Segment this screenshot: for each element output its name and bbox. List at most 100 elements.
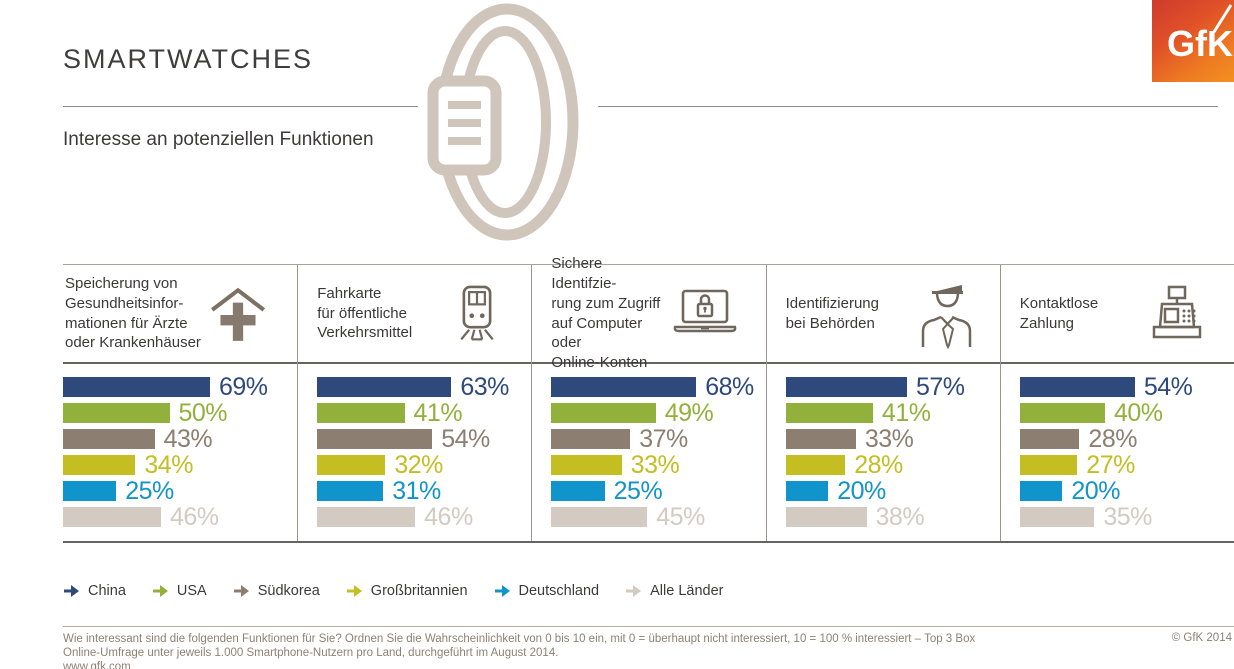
legend-item-deutschland: Deutschland	[494, 583, 599, 599]
bar-value: 28%	[854, 451, 903, 479]
bar-value: 57%	[916, 373, 965, 401]
legend-label: Südkorea	[257, 583, 320, 599]
bar-value: 49%	[664, 399, 714, 427]
bar	[1019, 377, 1135, 397]
footer-divider	[63, 626, 1234, 627]
gfk-logo: GfK	[1152, 0, 1234, 82]
bar-value: 37%	[639, 425, 688, 453]
bar	[551, 455, 622, 475]
category-label-line: Online-Konten	[551, 354, 648, 372]
bar	[785, 481, 829, 501]
category-label-line: bei Behörden	[785, 314, 875, 332]
bar-row: 41%	[785, 399, 1000, 427]
arrow-right-icon	[626, 585, 642, 597]
bar-row: 33%	[785, 425, 1000, 453]
bar-row: 20%	[785, 477, 1000, 505]
legend-label: Alle Länder	[650, 583, 724, 599]
bar	[317, 455, 386, 475]
bar-group: 69% 50% 43% 34% 25%	[63, 364, 297, 541]
bar-row: 54%	[1019, 375, 1234, 400]
bar-group: 57% 41% 33% 28% 20%	[767, 364, 1000, 541]
legend-item-usa: USA	[152, 583, 207, 599]
bar-value: 68%	[705, 373, 754, 401]
bar-row: 45%	[551, 503, 765, 531]
bar	[1019, 403, 1105, 423]
bar-value: 33%	[630, 451, 680, 479]
page-title: SMARTWATCHES	[63, 44, 314, 74]
bar-row: 49%	[551, 399, 765, 427]
category-label: Identifizierung bei Behörden	[786, 294, 879, 334]
bar-value: 25%	[613, 477, 663, 505]
laptop-lock-icon	[673, 289, 736, 332]
arrow-right-icon	[346, 585, 362, 597]
bar	[1019, 507, 1095, 527]
arrow-right-icon	[64, 585, 79, 597]
bar-row: 50%	[63, 401, 297, 426]
bar-row: 69%	[63, 375, 297, 400]
bar-row: 57%	[785, 373, 1000, 401]
bar-value: 46%	[424, 503, 473, 531]
bar-value: 28%	[1088, 425, 1137, 453]
bar	[63, 403, 170, 423]
bar-row: 28%	[1019, 425, 1234, 453]
column-kontaktlose-zahlung: Kontaktlose Zahlung 54%	[999, 265, 1234, 541]
header-divider-right	[598, 106, 1218, 107]
bar-row: 25%	[63, 477, 297, 505]
arrow-right-icon	[152, 585, 168, 597]
bar-value: 31%	[392, 477, 441, 505]
bar-value: 38%	[875, 503, 925, 531]
logo-slash-icon	[1212, 4, 1233, 33]
column-fahrkarte: Fahrkarte für öffentliche Verkehrsmittel	[297, 265, 532, 541]
bar-value: 41%	[413, 399, 463, 427]
bar-group: 63% 41% 54% 32% 31%	[298, 364, 531, 541]
category-label-line: Speicherung von	[65, 274, 178, 292]
feature-table: Speicherung von Gesundheitsinfor- mation…	[63, 255, 1234, 543]
bar	[317, 429, 433, 449]
health-house-icon	[211, 287, 266, 341]
bar-row: 31%	[317, 477, 531, 505]
bar	[785, 429, 856, 449]
bar	[63, 507, 161, 527]
legend-item-grossbritannien: Großbritannien	[346, 583, 468, 599]
category-label-line: mationen für Ärzte	[65, 314, 188, 332]
bar	[1019, 481, 1063, 501]
category-header: Sichere Identifzie- rung zum Zugriff auf…	[532, 255, 766, 371]
bar-row: 25%	[551, 477, 765, 505]
bar-row: 20%	[1019, 477, 1234, 505]
category-header: Fahrkarte für öffentliche Verkehrsmittel	[298, 265, 532, 364]
bar	[1019, 429, 1080, 449]
footnote-url: www.gfk.com	[63, 661, 131, 669]
legend-item-alle-laender: Alle Länder	[625, 583, 723, 599]
bar-value: 46%	[169, 503, 219, 531]
cash-register-icon	[1152, 285, 1202, 338]
category-header: Kontaktlose Zahlung	[1000, 265, 1234, 364]
bar	[785, 455, 846, 475]
bar	[785, 403, 873, 423]
bar	[785, 507, 867, 527]
bar-value: 34%	[144, 451, 193, 479]
bar-value: 20%	[1071, 477, 1120, 505]
copyright: © GfK 2014	[1171, 632, 1232, 644]
bar-value: 43%	[163, 425, 213, 453]
footnote: Wie interessant sind die folgenden Funkt…	[63, 632, 1103, 669]
bar-row: 41%	[317, 399, 531, 427]
bar-row: 34%	[63, 451, 297, 479]
bar-value: 20%	[837, 477, 886, 505]
category-label-line: für öffentliche	[317, 304, 407, 322]
category-label-line: Fahrkarte	[317, 284, 382, 302]
bar	[317, 377, 452, 397]
bar-row: 68%	[551, 373, 765, 401]
bar-value: 33%	[864, 425, 914, 453]
header-divider-left	[63, 106, 418, 107]
column-gesundheitsinformationen: Speicherung von Gesundheitsinfor- mation…	[63, 265, 298, 541]
bar-value: 45%	[656, 503, 705, 531]
bar	[785, 377, 907, 397]
bar	[317, 507, 416, 527]
bar-value: 41%	[881, 399, 931, 427]
bar	[63, 481, 117, 501]
bar	[63, 429, 155, 449]
category-header: Identifizierung bei Behörden	[766, 265, 1000, 364]
bar-row: 37%	[551, 425, 765, 453]
bar-row: 46%	[317, 503, 531, 531]
bar-value: 25%	[125, 477, 174, 505]
